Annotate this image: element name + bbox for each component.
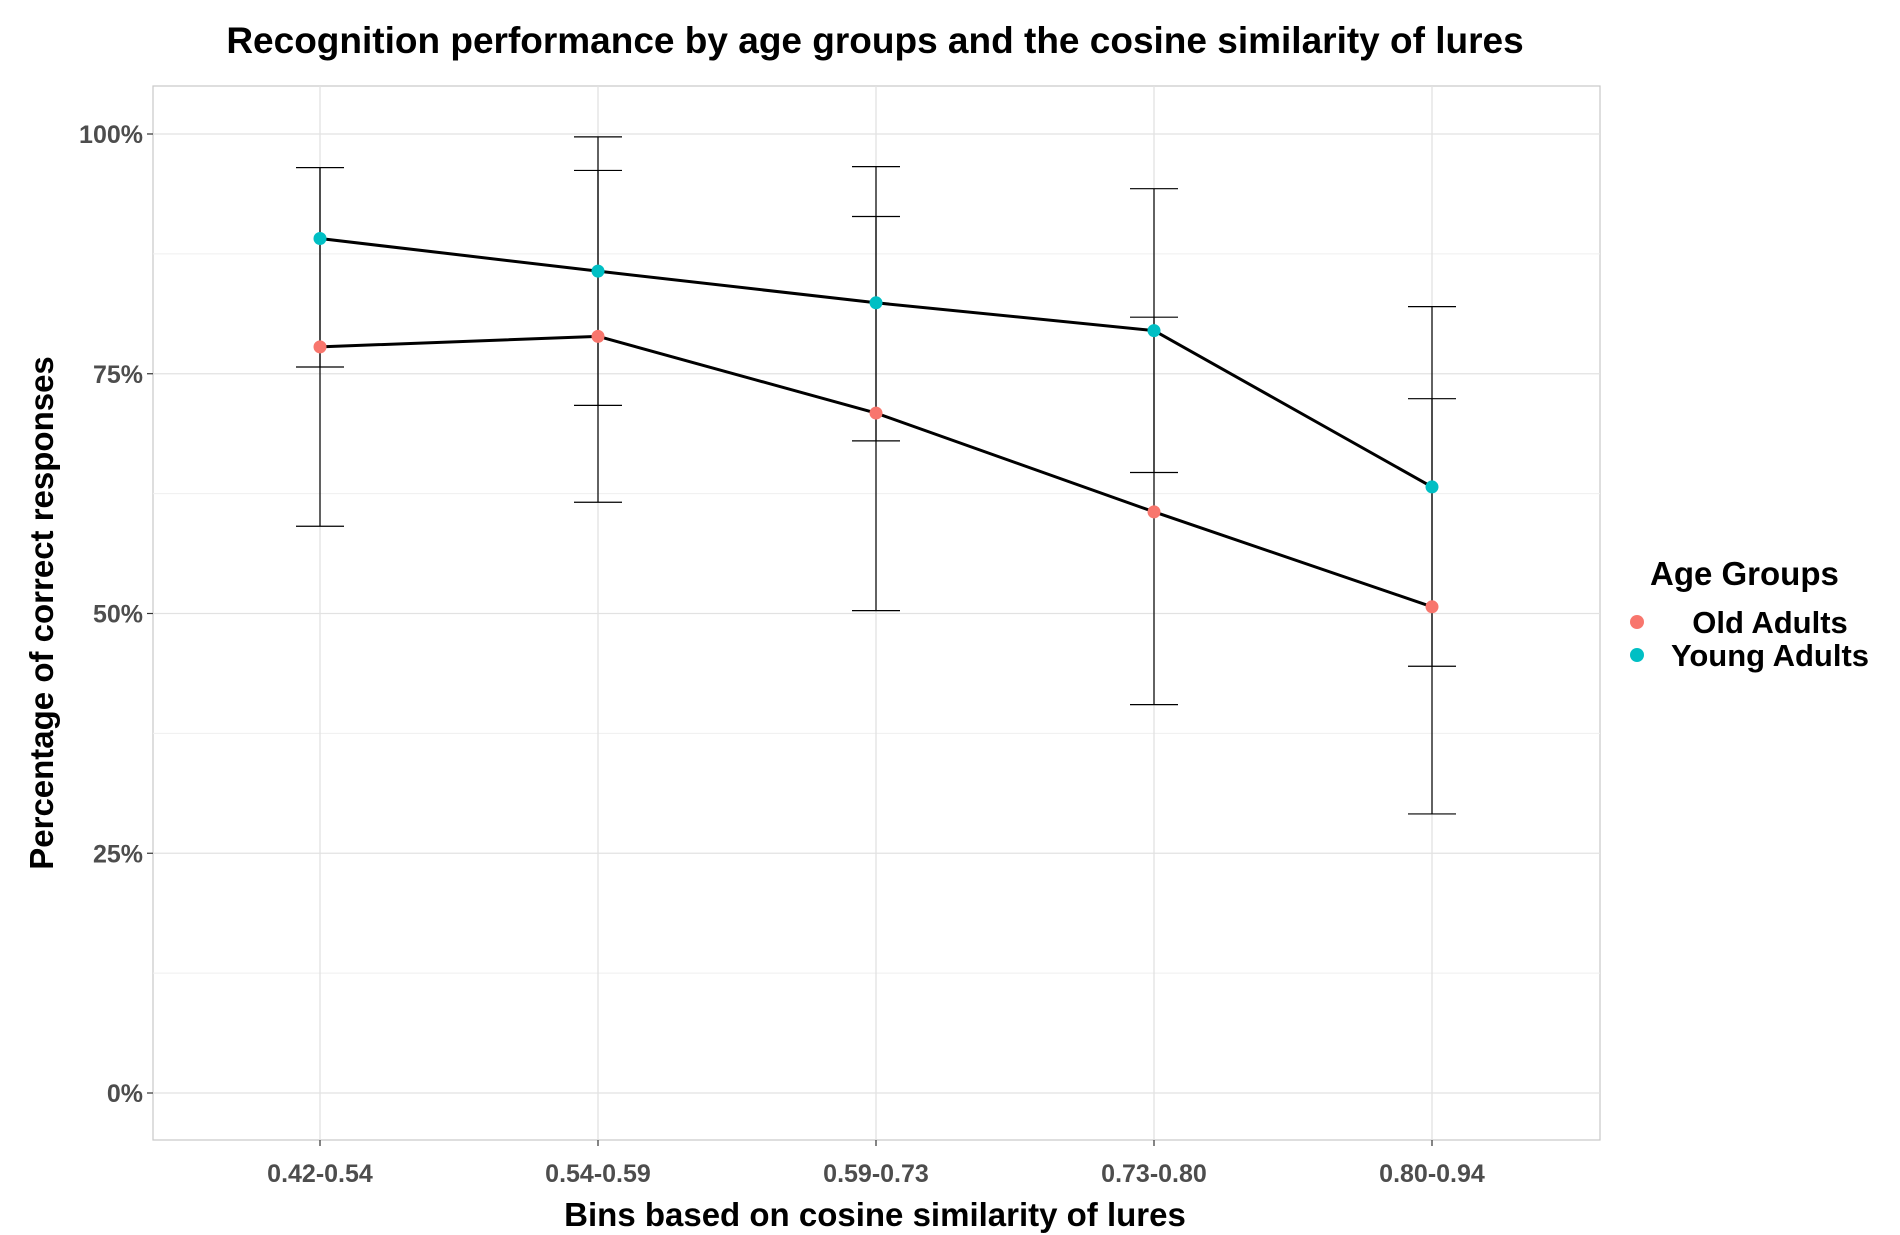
y-tick-label: 50% — [93, 601, 143, 629]
data-point-young-adults — [1147, 324, 1161, 338]
data-point-old-adults — [1147, 505, 1161, 519]
data-point-young-adults — [591, 264, 605, 278]
x-tick-label: 0.54-0.59 — [545, 1160, 651, 1188]
y-tick-label: 75% — [93, 361, 143, 389]
x-tick-label: 0.42-0.54 — [267, 1160, 373, 1188]
data-point-old-adults — [313, 340, 327, 354]
x-tick-label: 0.59-0.73 — [823, 1160, 929, 1188]
y-tick-label: 100% — [79, 121, 143, 149]
x-tick-label: 0.73-0.80 — [1101, 1160, 1207, 1188]
data-point-old-adults — [869, 406, 883, 420]
y-axis-title: Percentage of correct responses — [23, 356, 60, 870]
data-point-young-adults — [1425, 480, 1439, 494]
chart-title: Recognition performance by age groups an… — [226, 20, 1523, 61]
y-tick-label: 25% — [93, 840, 143, 868]
x-tick-label: 0.80-0.94 — [1379, 1160, 1485, 1188]
y-tick-label: 0% — [107, 1080, 143, 1108]
y-axis-ticks: 0% 25% 50% 75% 100% — [79, 121, 153, 1108]
data-point-young-adults — [869, 296, 883, 310]
legend-title: Age Groups — [1650, 555, 1839, 592]
legend-label-old-adults: Old Adults — [1692, 605, 1848, 640]
data-point-old-adults — [591, 329, 605, 343]
x-axis-title: Bins based on cosine similarity of lures — [564, 1196, 1186, 1233]
legend-label-young-adults: Young Adults — [1671, 638, 1869, 673]
data-point-young-adults — [313, 232, 327, 246]
data-point-old-adults — [1425, 600, 1439, 614]
x-axis-ticks: 0.42-0.54 0.54-0.59 0.59-0.73 0.73-0.80 0.80… — [267, 1140, 1485, 1188]
legend-key-old-adults — [1630, 615, 1644, 629]
legend-key-young-adults — [1630, 648, 1644, 662]
data-points — [313, 232, 1439, 614]
